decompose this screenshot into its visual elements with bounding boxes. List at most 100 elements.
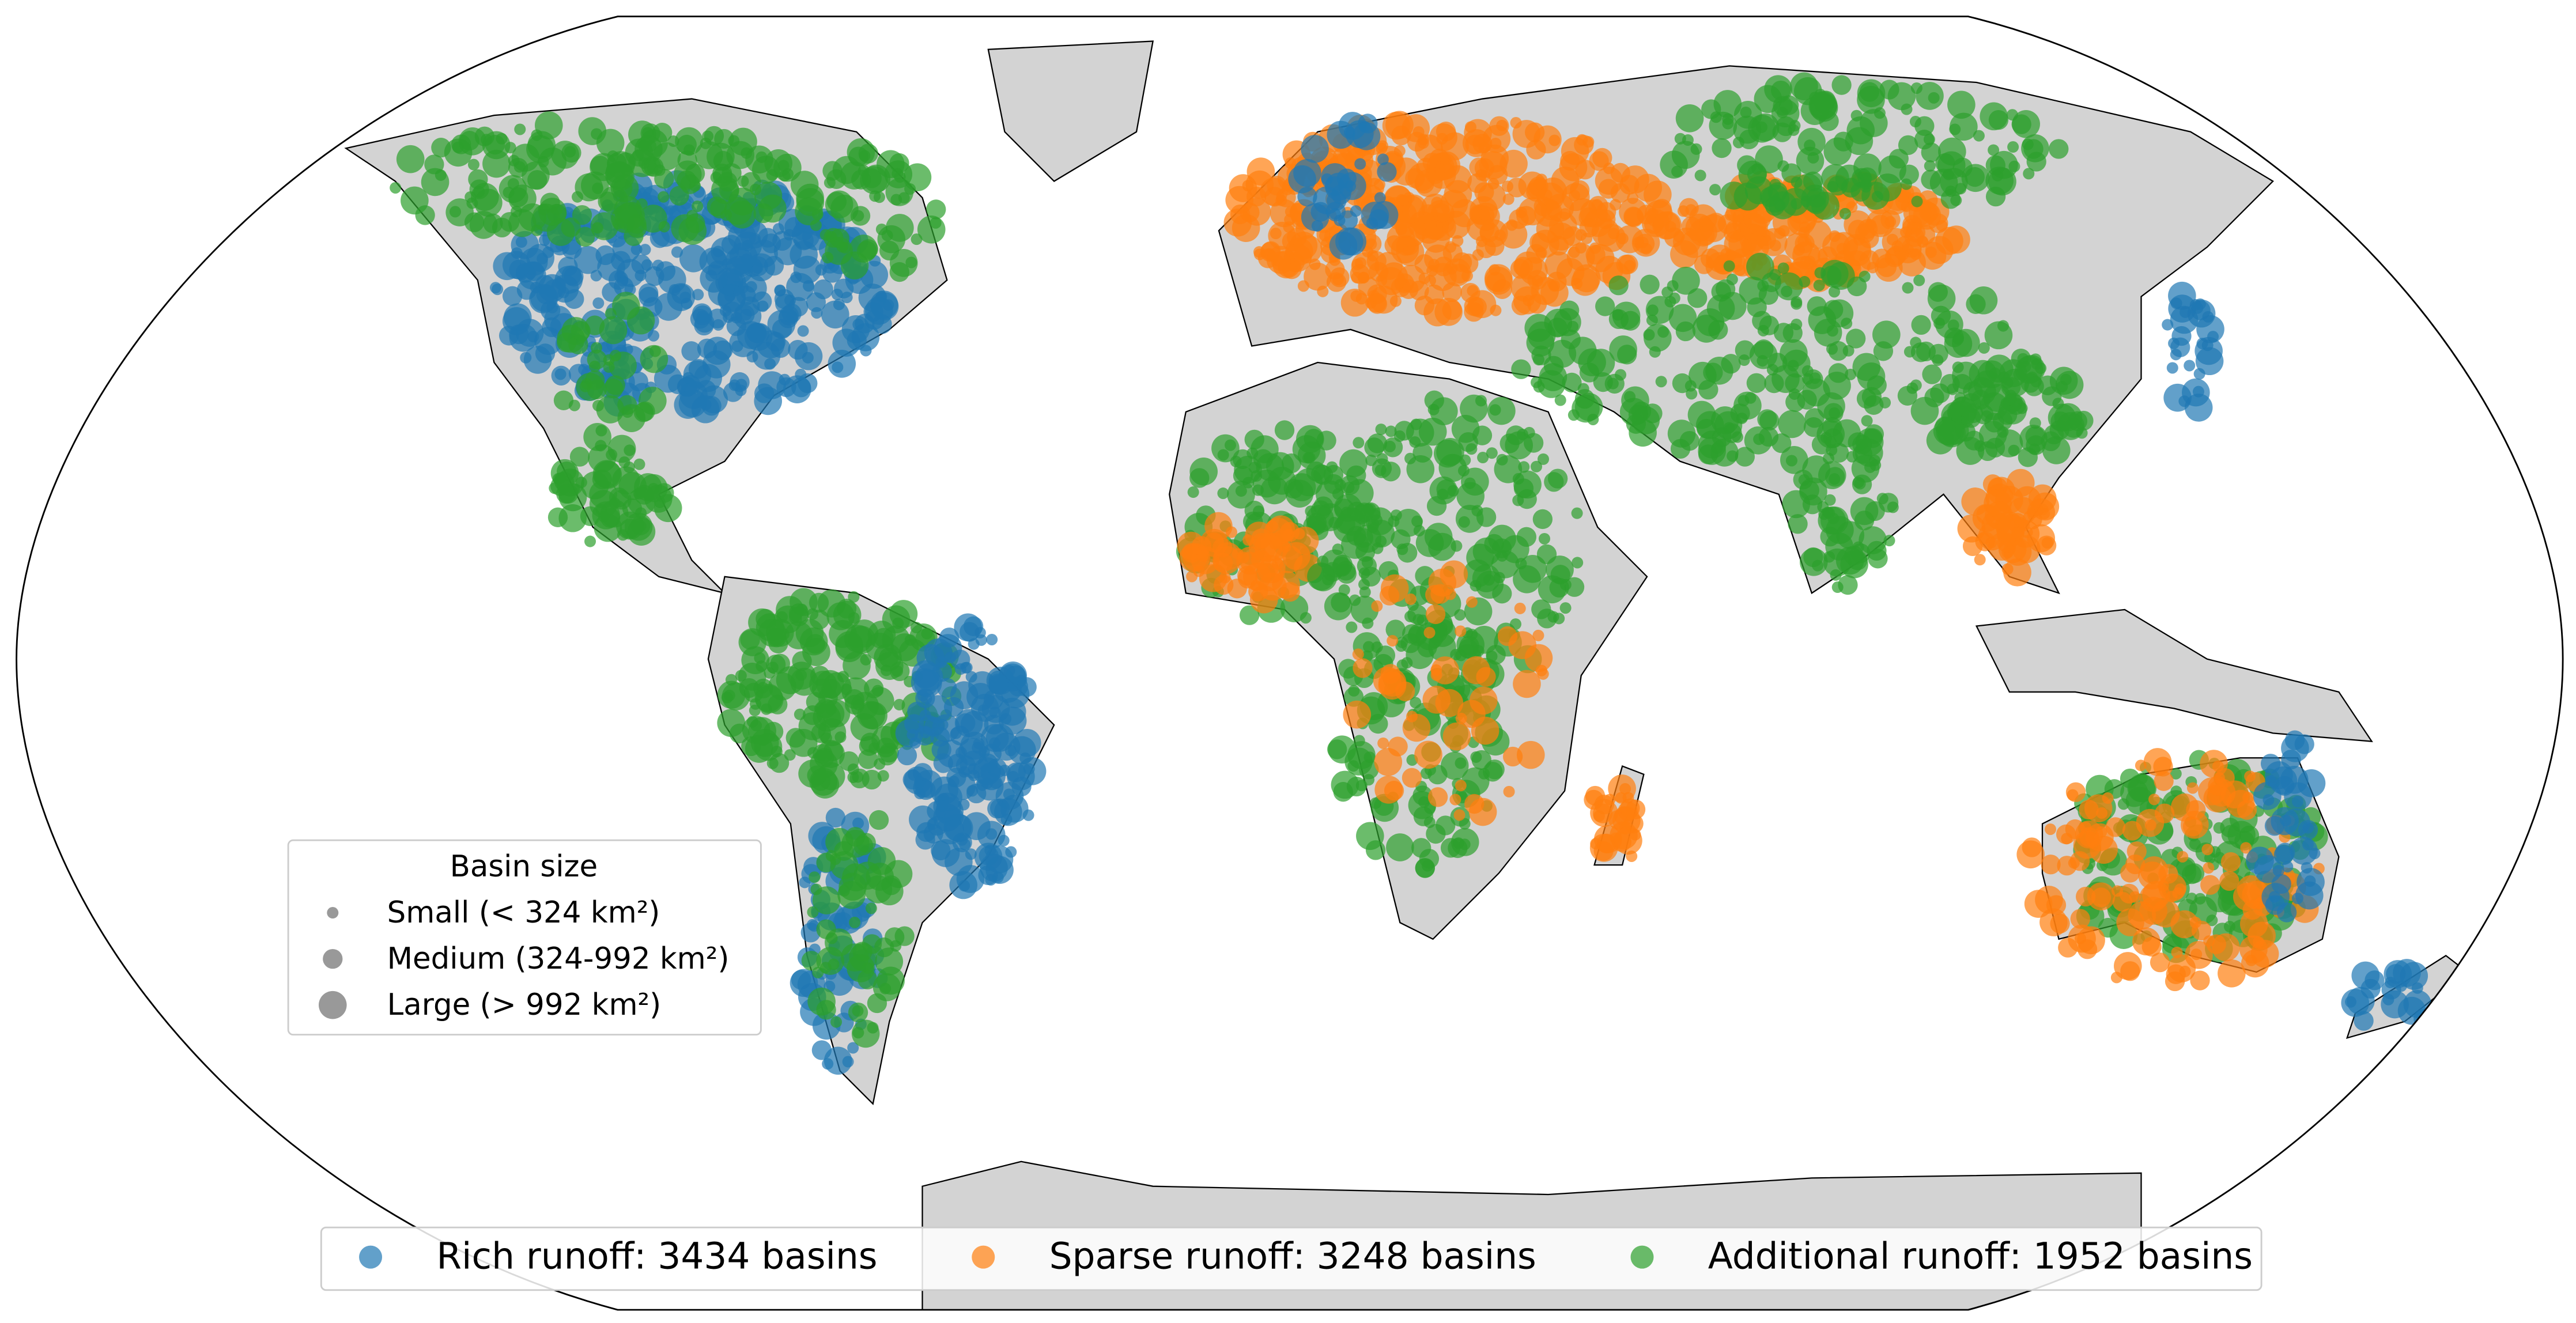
basin-point — [600, 508, 621, 528]
basin-point — [735, 304, 755, 325]
basin-point — [1017, 677, 1037, 697]
basin-point — [834, 731, 847, 743]
basin-point — [1219, 572, 1231, 584]
legend-title: Basin size — [450, 849, 598, 884]
basin-point — [1409, 280, 1429, 301]
basin-point — [988, 673, 1009, 694]
basin-point — [1509, 618, 1521, 630]
basin-point — [1809, 372, 1821, 384]
basin-point — [867, 621, 896, 649]
basin-point — [1733, 115, 1762, 144]
basin-point — [1487, 177, 1499, 190]
basin-point — [926, 199, 946, 220]
basin-point — [1592, 148, 1612, 168]
basin-point — [1537, 668, 1549, 680]
basin-point — [2207, 331, 2219, 343]
basin-point — [1453, 809, 1465, 821]
basin-point — [1646, 304, 1659, 316]
basin-point — [1516, 740, 1545, 769]
basin-point — [576, 373, 605, 401]
basin-point — [797, 325, 809, 337]
basin-point — [682, 372, 694, 384]
basin-point — [1402, 768, 1422, 788]
basin-point — [2162, 319, 2174, 331]
basin-point — [1985, 501, 2013, 530]
basin-point — [2141, 936, 2162, 957]
basin-point — [1562, 372, 1582, 393]
basin-point — [950, 681, 979, 709]
basin-point — [1596, 202, 1616, 222]
basin-point — [1376, 142, 1388, 154]
basin-point — [1187, 486, 1199, 498]
basin-point — [679, 244, 708, 273]
basin-point — [1401, 657, 1413, 669]
basin-point — [1396, 236, 1416, 256]
basin-point — [1831, 75, 1852, 95]
basin-point — [2200, 875, 2220, 895]
basin-point — [1005, 846, 1017, 858]
basin-point — [1985, 354, 2014, 383]
basin-point — [702, 130, 714, 142]
legend-box — [287, 839, 762, 1036]
basin-point — [639, 244, 651, 256]
basin-point — [754, 387, 783, 415]
basin-point — [1855, 428, 1884, 456]
legend-marker — [972, 1245, 995, 1269]
basin-point — [1394, 508, 1423, 537]
basin-point — [1785, 455, 1797, 467]
basin-point — [1477, 452, 1489, 464]
basin-point — [881, 229, 893, 241]
basin-point — [1928, 282, 1948, 302]
basin-point — [1532, 509, 1553, 530]
basin-point — [526, 244, 555, 272]
basin-point — [1875, 254, 1903, 282]
basin-point — [1414, 254, 1434, 274]
basin-point — [1777, 160, 1789, 172]
basin-point — [1902, 282, 1914, 294]
basin-point — [826, 191, 847, 212]
basin-point — [1854, 511, 1875, 531]
basin-point — [2143, 748, 2172, 776]
basin-point — [1826, 444, 1838, 456]
basin-point — [1900, 226, 1912, 238]
basin-point — [1961, 487, 1989, 516]
basin-point — [1621, 165, 1649, 194]
basin-point — [1932, 354, 1944, 366]
basin-point — [825, 807, 846, 828]
basin-point — [1339, 449, 1368, 478]
basin-point — [1859, 82, 1880, 102]
basin-point — [2273, 845, 2294, 865]
basin-point — [1593, 810, 1605, 822]
basin-point — [677, 134, 697, 155]
basin-point — [612, 292, 640, 320]
basin-point — [2070, 909, 2090, 929]
basin-point — [2065, 782, 2086, 802]
basin-point — [1921, 169, 1941, 190]
basin-point — [1671, 141, 1700, 169]
basin-point — [1544, 472, 1564, 492]
basin-point — [1571, 507, 1583, 519]
basin-point — [1316, 430, 1336, 451]
basin-point — [1505, 431, 1533, 460]
basin-point — [632, 149, 644, 161]
basin-point — [2139, 897, 2167, 925]
basin-point — [1774, 227, 1786, 239]
basin-point — [811, 307, 823, 319]
basin-point — [927, 815, 947, 836]
basin-point — [1466, 543, 1494, 572]
basin-point — [1609, 335, 1637, 364]
basin-point — [1393, 145, 1406, 157]
basin-point — [1655, 376, 1667, 388]
basin-point — [1778, 410, 1806, 439]
basin-point — [1476, 507, 1497, 527]
basin-point — [2041, 537, 2053, 549]
basin-point — [798, 759, 826, 788]
basin-point — [2382, 993, 2394, 1006]
basin-point — [572, 205, 592, 225]
basin-point — [2240, 842, 2252, 854]
basin-point — [1255, 563, 1284, 591]
basin-point — [726, 141, 754, 169]
basin-point — [568, 399, 580, 411]
basin-point — [1843, 238, 1872, 267]
